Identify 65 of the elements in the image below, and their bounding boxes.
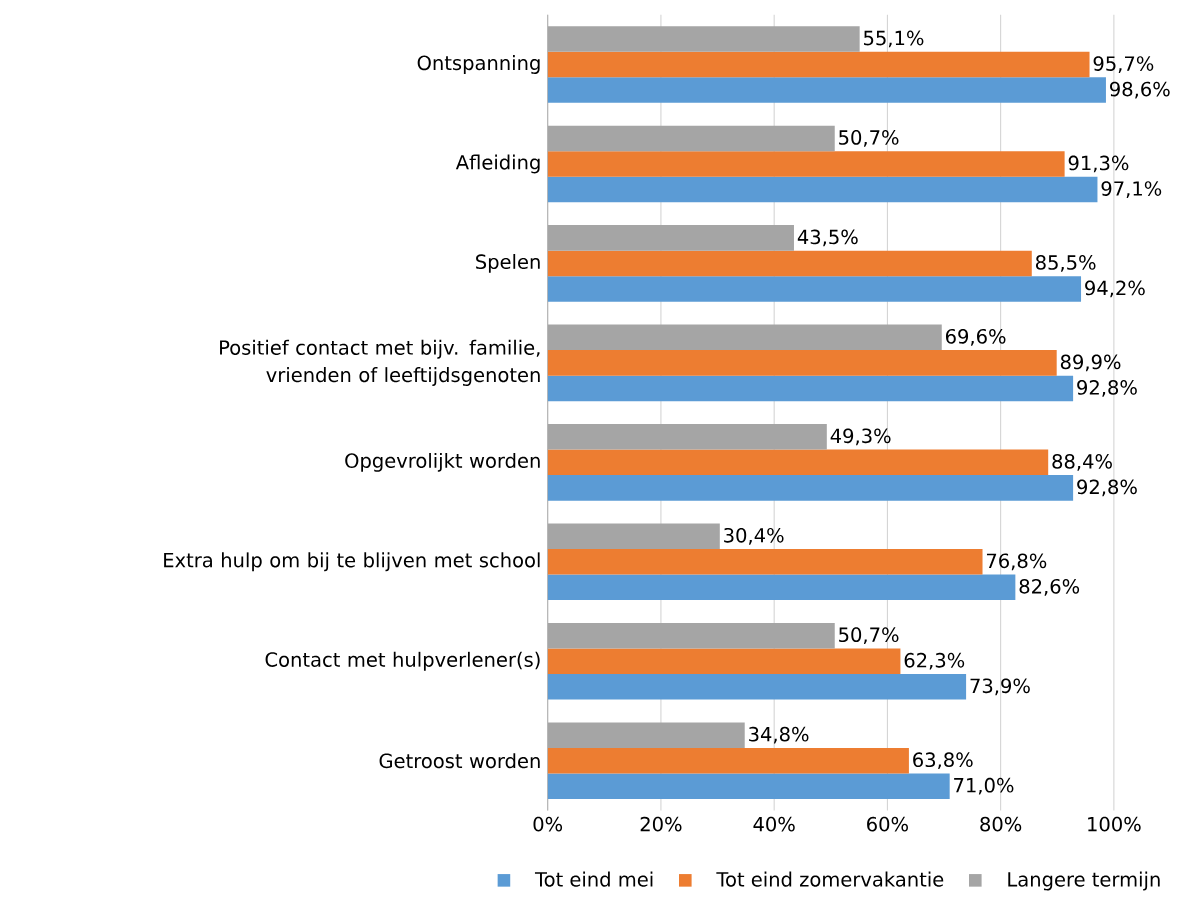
data-label: 55,1% (864, 30, 924, 48)
bar (547, 225, 794, 251)
bar (547, 176, 1098, 203)
data-label: 43,5% (797, 229, 858, 247)
bar (547, 722, 745, 748)
data-label: 50,7% (839, 627, 899, 645)
y-tick-label: Positief contact met bijv. familie, vrienden of leeftijdsgenoten (220, 339, 540, 387)
x-tick-label: 100% (1088, 816, 1141, 832)
data-label: 95,7% (1093, 56, 1154, 73)
data-label: 88,4% (1052, 453, 1112, 471)
bar (547, 424, 827, 450)
y-tick-label: Spelen (476, 254, 540, 273)
bar (547, 475, 1074, 501)
y-tick-label: Afleiding (455, 154, 540, 174)
bar (547, 622, 835, 649)
data-label: 85,5% (1035, 255, 1096, 272)
data-label: 30,4% (724, 527, 784, 545)
bar (547, 276, 1082, 302)
data-label: 49,3% (830, 428, 891, 446)
data-label: 89,9% (1060, 354, 1121, 372)
y-tick-label: Getroost worden (379, 753, 540, 769)
data-label: 98,6% (1110, 81, 1170, 99)
x-tick-label: 40% (753, 816, 795, 832)
data-label: 92,8% (1077, 479, 1137, 497)
x-tick-label: 60% (867, 816, 908, 832)
bar (547, 350, 1057, 376)
data-label: 71,0% (954, 777, 1014, 795)
data-label: 91,3% (1068, 155, 1129, 173)
bar (547, 51, 1090, 78)
legend-label: Tot eind mei (534, 871, 653, 887)
bar (547, 77, 1106, 103)
y-tick-label: Ontspanning (417, 55, 540, 74)
data-label: 76,8% (986, 553, 1047, 571)
bar (547, 26, 860, 52)
data-label: 94,2% (1085, 280, 1145, 298)
y-tick-label: Contact met hulpverlener(s) (265, 651, 540, 671)
data-label: 82,6% (1019, 578, 1080, 596)
y-tick-label: Opgevrolijkt worden (345, 452, 540, 472)
data-label: 73,9% (970, 678, 1030, 696)
data-label: 92,8% (1077, 380, 1137, 397)
y-tick-label: Extra hulp om bij te blijven met school (164, 552, 540, 572)
data-label: 50,7% (839, 130, 899, 147)
bar (547, 549, 983, 575)
data-label: 34,8% (749, 726, 809, 744)
data-label: 97,1% (1101, 181, 1162, 198)
bar (547, 375, 1074, 402)
bar (547, 674, 967, 700)
legend-label: Langere termijn (1008, 871, 1160, 891)
x-tick-label: 0% (533, 816, 563, 832)
data-label: 69,6% (945, 329, 1006, 346)
data-label: 63,8% (913, 752, 973, 770)
bar (547, 773, 950, 800)
bar (547, 648, 901, 675)
x-tick-label: 80% (980, 816, 1022, 832)
bar (547, 151, 1065, 177)
bar (547, 125, 835, 152)
bar (547, 523, 720, 550)
bar (547, 250, 1032, 277)
bar (547, 747, 909, 774)
x-tick-label: 20% (640, 816, 682, 832)
bar (547, 324, 942, 351)
data-label: 62,3% (904, 652, 965, 670)
legend-label: Tot eind zomervakantie (716, 871, 944, 887)
bar (547, 449, 1049, 476)
bar (547, 574, 1016, 601)
